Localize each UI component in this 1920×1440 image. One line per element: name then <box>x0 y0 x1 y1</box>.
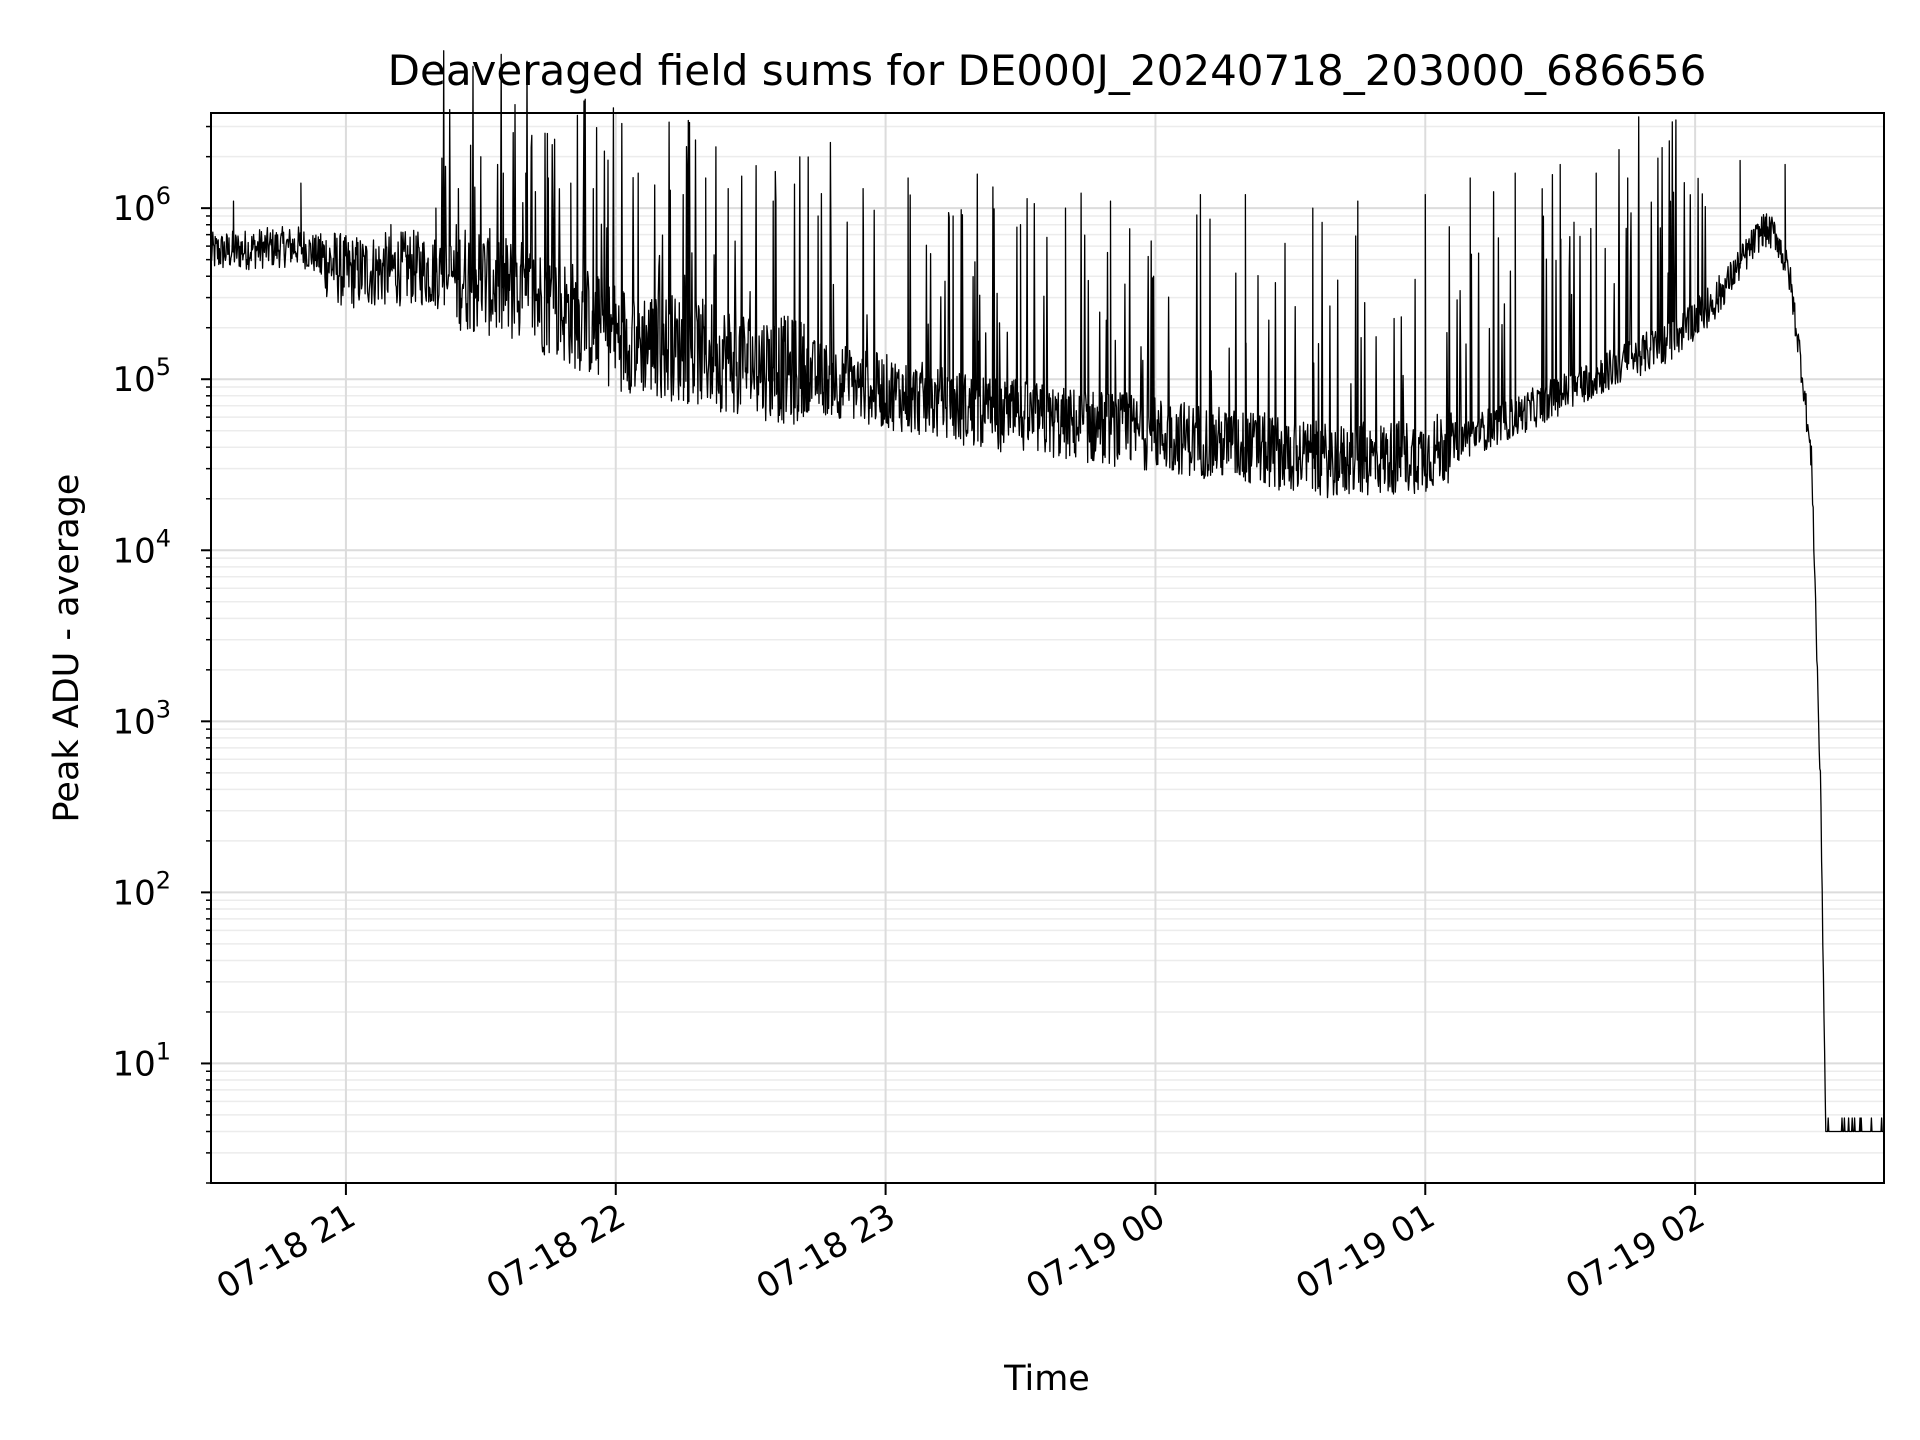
y-tick-label: 101 <box>112 1037 171 1084</box>
y-tick-exponent: 5 <box>156 353 171 381</box>
y-axis-label: Peak ADU - average <box>47 474 87 823</box>
y-tick-exponent: 1 <box>156 1037 171 1065</box>
series-layer <box>210 50 1885 1133</box>
y-tick-label: 105 <box>112 353 171 400</box>
x-tick-label: 07-19 01 <box>1289 1196 1441 1307</box>
y-tick-exponent: 6 <box>156 182 171 210</box>
y-tick-exponent: 2 <box>156 866 171 894</box>
plot-frame <box>210 112 1885 1184</box>
x-tick-label: 07-18 21 <box>210 1196 362 1307</box>
x-tick-label: 07-19 02 <box>1559 1196 1711 1307</box>
y-tick-label: 102 <box>112 866 171 913</box>
x-tick-label: 07-18 22 <box>480 1196 632 1307</box>
y-tick-label: 104 <box>112 524 171 571</box>
y-tick-base: 10 <box>112 189 155 229</box>
y-tick-base: 10 <box>112 1044 155 1084</box>
x-tick-label: 07-18 23 <box>750 1196 902 1307</box>
y-tick-base: 10 <box>112 702 155 742</box>
chart-title: Deaveraged field sums for DE000J_2024071… <box>388 46 1707 95</box>
y-tick-base: 10 <box>112 873 155 913</box>
x-axis-label: Time <box>1003 1359 1090 1399</box>
y-tick-label: 103 <box>112 695 171 742</box>
y-tick-base: 10 <box>112 531 155 571</box>
y-tick-base: 10 <box>112 360 155 400</box>
x-tick-label: 07-19 00 <box>1020 1196 1172 1307</box>
y-tick-exponent: 4 <box>156 524 171 552</box>
y-tick-exponent: 3 <box>156 695 171 723</box>
y-tick-label: 106 <box>112 182 171 229</box>
series-line <box>210 50 1885 1133</box>
